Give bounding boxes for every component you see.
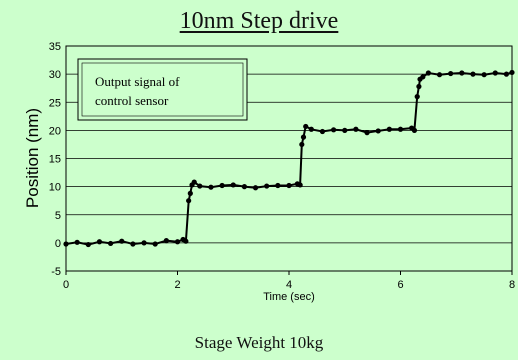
data-point <box>230 182 236 188</box>
data-point <box>219 182 225 189</box>
series-points <box>63 69 515 248</box>
data-point <box>252 185 259 191</box>
annotation-inner-frame <box>81 62 244 117</box>
data-point <box>152 241 158 247</box>
data-point <box>470 71 476 77</box>
x-tick-label: 8 <box>509 279 515 291</box>
x-tick-label: 6 <box>397 279 403 291</box>
data-point <box>509 69 515 76</box>
data-point <box>183 238 189 244</box>
data-point <box>353 126 359 132</box>
data-point <box>241 184 247 190</box>
data-point <box>420 74 426 80</box>
data-point <box>386 126 392 132</box>
data-point <box>163 238 169 244</box>
data-point <box>197 183 203 189</box>
data-point <box>108 240 114 247</box>
stage-weight-caption: Stage Weight 10kg <box>194 333 324 352</box>
data-point <box>191 179 197 185</box>
annotation-line-1: Output signal of <box>95 74 180 89</box>
y-tick-label: 35 <box>49 41 61 53</box>
y-tick-label: 0 <box>55 238 61 250</box>
y-tick-label: 20 <box>49 125 61 137</box>
annotation-frame <box>77 58 248 121</box>
data-point <box>481 72 487 78</box>
data-point <box>448 70 454 77</box>
data-point <box>331 127 337 133</box>
x-tick-label: 0 <box>63 279 69 291</box>
data-point <box>342 127 348 133</box>
x-axis-label: Time (sec) <box>263 291 315 303</box>
data-point <box>286 182 292 189</box>
annotation-line-2: control sensor <box>95 93 169 108</box>
data-point <box>436 72 443 78</box>
y-tick-label: 15 <box>49 154 61 166</box>
y-axis-label: Position (nm) <box>23 108 42 208</box>
data-point <box>364 130 370 136</box>
data-point <box>308 126 314 132</box>
y-tick-label: 25 <box>49 97 61 109</box>
data-point <box>96 239 103 245</box>
x-tick-label: 2 <box>174 279 180 291</box>
data-point <box>208 184 214 190</box>
y-tick-label: 5 <box>55 210 61 222</box>
data-point <box>186 198 192 204</box>
data-point <box>299 141 305 148</box>
data-point <box>425 70 431 76</box>
data-point <box>300 134 307 140</box>
data-point <box>319 128 326 135</box>
data-point <box>187 190 193 196</box>
data-point <box>375 128 381 134</box>
data-point <box>503 71 510 77</box>
data-point <box>416 83 422 90</box>
y-tick-label: 10 <box>49 182 61 194</box>
y-tick-label: -5 <box>51 266 61 278</box>
data-point <box>414 94 420 100</box>
data-point <box>264 183 270 189</box>
data-point <box>174 239 181 245</box>
data-point <box>63 241 69 247</box>
data-point <box>74 239 80 245</box>
data-point <box>492 70 498 76</box>
x-tick-label: 4 <box>286 279 292 291</box>
data-point <box>141 240 147 246</box>
data-point <box>297 182 303 188</box>
data-point <box>130 241 136 247</box>
x-tick-labels: 0 2 4 6 8 <box>63 271 515 291</box>
y-tick-label: 30 <box>49 69 61 81</box>
annotation-box: Output signal of control sensor <box>77 58 248 121</box>
data-point <box>397 126 404 132</box>
chart-title: 10nm Step drive <box>179 8 339 34</box>
data-point <box>411 127 418 133</box>
data-point <box>275 182 281 189</box>
y-tick-labels: -5 0 5 10 15 20 25 30 35 <box>49 41 61 278</box>
data-point <box>459 70 465 76</box>
data-point <box>85 241 91 248</box>
data-point <box>303 123 309 130</box>
data-point <box>119 238 125 244</box>
